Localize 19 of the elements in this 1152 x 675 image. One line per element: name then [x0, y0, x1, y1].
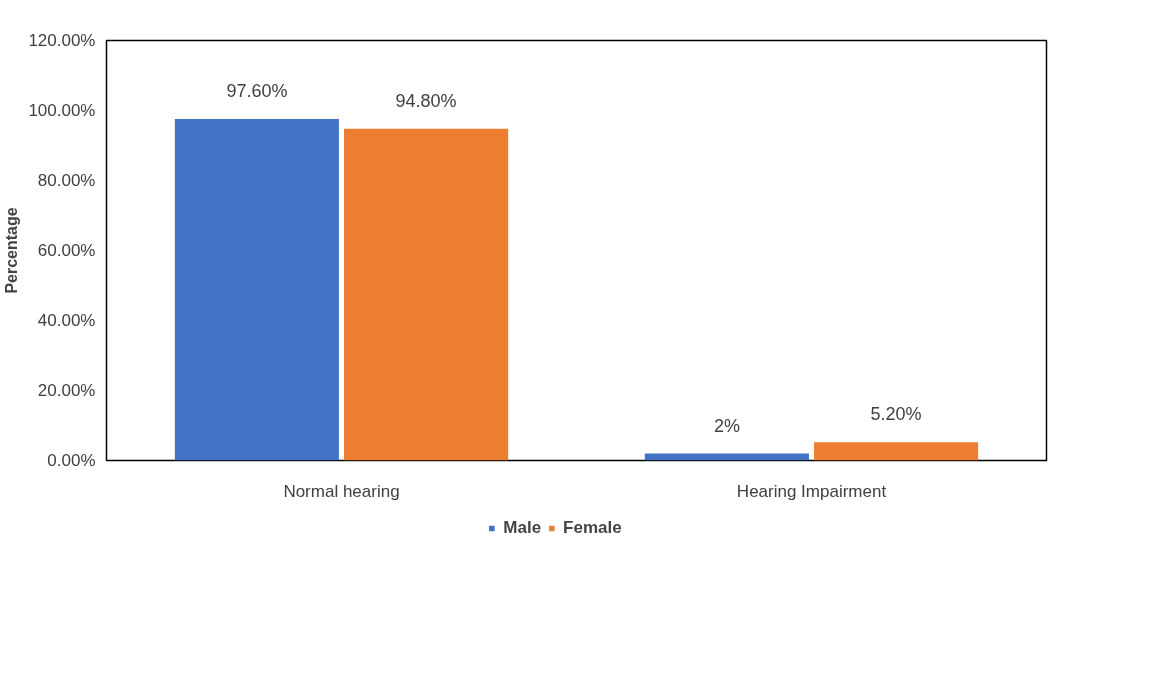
- legend-label: Female: [563, 518, 622, 538]
- data-label: 5.20%: [870, 404, 922, 425]
- y-tick-label: 100.00%: [28, 101, 96, 120]
- x-tick-label: Hearing Impairment: [736, 481, 887, 501]
- bar: [174, 118, 339, 461]
- y-tick-label: 80.00%: [37, 171, 96, 190]
- data-label: 94.80%: [395, 90, 457, 111]
- y-tick-label: 40.00%: [37, 311, 96, 330]
- y-tick-label: 60.00%: [37, 241, 96, 260]
- y-tick-label: 0.00%: [47, 451, 96, 470]
- y-tick-label: 20.00%: [37, 381, 96, 400]
- data-label: 97.60%: [226, 80, 288, 101]
- x-tick-label: Normal hearing: [283, 481, 400, 501]
- data-label: 2%: [713, 415, 740, 436]
- y-axis-title: Percentage: [3, 207, 21, 294]
- y-tick-label: 120.00%: [28, 31, 96, 50]
- bar: [344, 128, 509, 461]
- bar: [814, 442, 979, 461]
- legend-label: Male: [503, 518, 542, 538]
